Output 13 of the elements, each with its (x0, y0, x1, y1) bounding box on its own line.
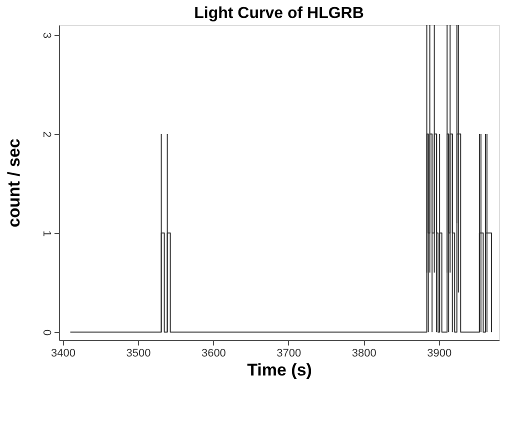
y-tick-label: 3 (40, 32, 52, 38)
y-tick-label: 2 (40, 131, 52, 138)
y-axis-title: count / sec (4, 138, 24, 228)
x-axis-title: Time (s) (247, 360, 312, 380)
y-tick-label: 1 (40, 230, 52, 237)
x-tick-label: 3700 (276, 348, 302, 360)
x-tick-label: 3800 (352, 348, 376, 360)
chart-title: Light Curve of HLGRB (194, 5, 364, 22)
x-tick-label: 3400 (51, 348, 76, 360)
x-tick-label: 3900 (427, 348, 452, 360)
x-tick-label: 3600 (201, 348, 226, 360)
x-tick-label: 3500 (126, 348, 151, 360)
y-tick-label: 0 (40, 330, 52, 336)
